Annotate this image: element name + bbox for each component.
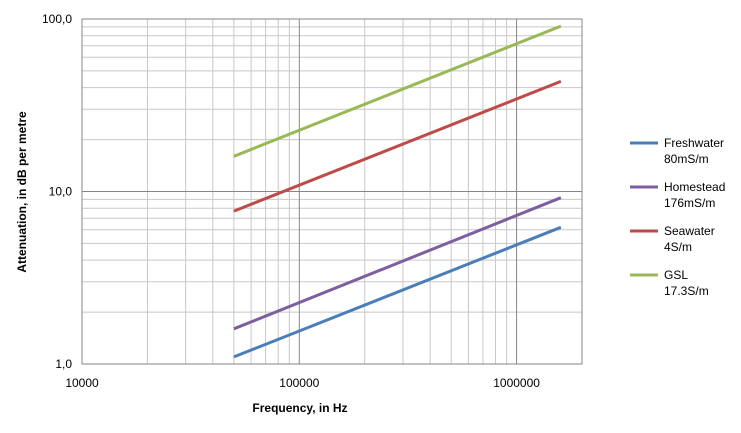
legend-label: Freshwater <box>664 136 724 150</box>
plot-area-border <box>81 18 583 365</box>
x-tick-label: 100000 <box>279 376 319 390</box>
x-tick-label: 1000000 <box>493 376 540 390</box>
y-tick-labels: 1,0 10,0 100,0 <box>42 12 72 371</box>
y-tick-label: 10,0 <box>49 185 73 199</box>
x-axis-title: Frequency, in Hz <box>252 401 347 415</box>
legend: Freshwater 80mS/m Homestead 176mS/m Seawater… <box>630 136 725 298</box>
legend-label: 176mS/m <box>664 196 715 210</box>
legend-label: Seawater <box>664 224 715 238</box>
x-tick-label: 10000 <box>65 376 99 390</box>
legend-label: 80mS/m <box>664 152 709 166</box>
legend-label: Homestead <box>664 180 725 194</box>
y-axis-title: Attenuation, in dB per metre <box>15 111 29 273</box>
series-line-freshwater <box>233 225 562 359</box>
legend-label: 4S/m <box>664 240 692 254</box>
series-line-gsl <box>233 24 562 158</box>
series-line-homestead <box>233 196 562 331</box>
y-tick-label: 100,0 <box>42 12 72 26</box>
y-tick-label: 1,0 <box>55 357 72 371</box>
series-line-seawater <box>233 80 562 213</box>
series-lines <box>233 24 562 359</box>
x-tick-labels: 10000 100000 1000000 <box>65 376 540 390</box>
legend-label: 17.3S/m <box>664 284 709 298</box>
legend-label: GSL <box>664 268 688 282</box>
